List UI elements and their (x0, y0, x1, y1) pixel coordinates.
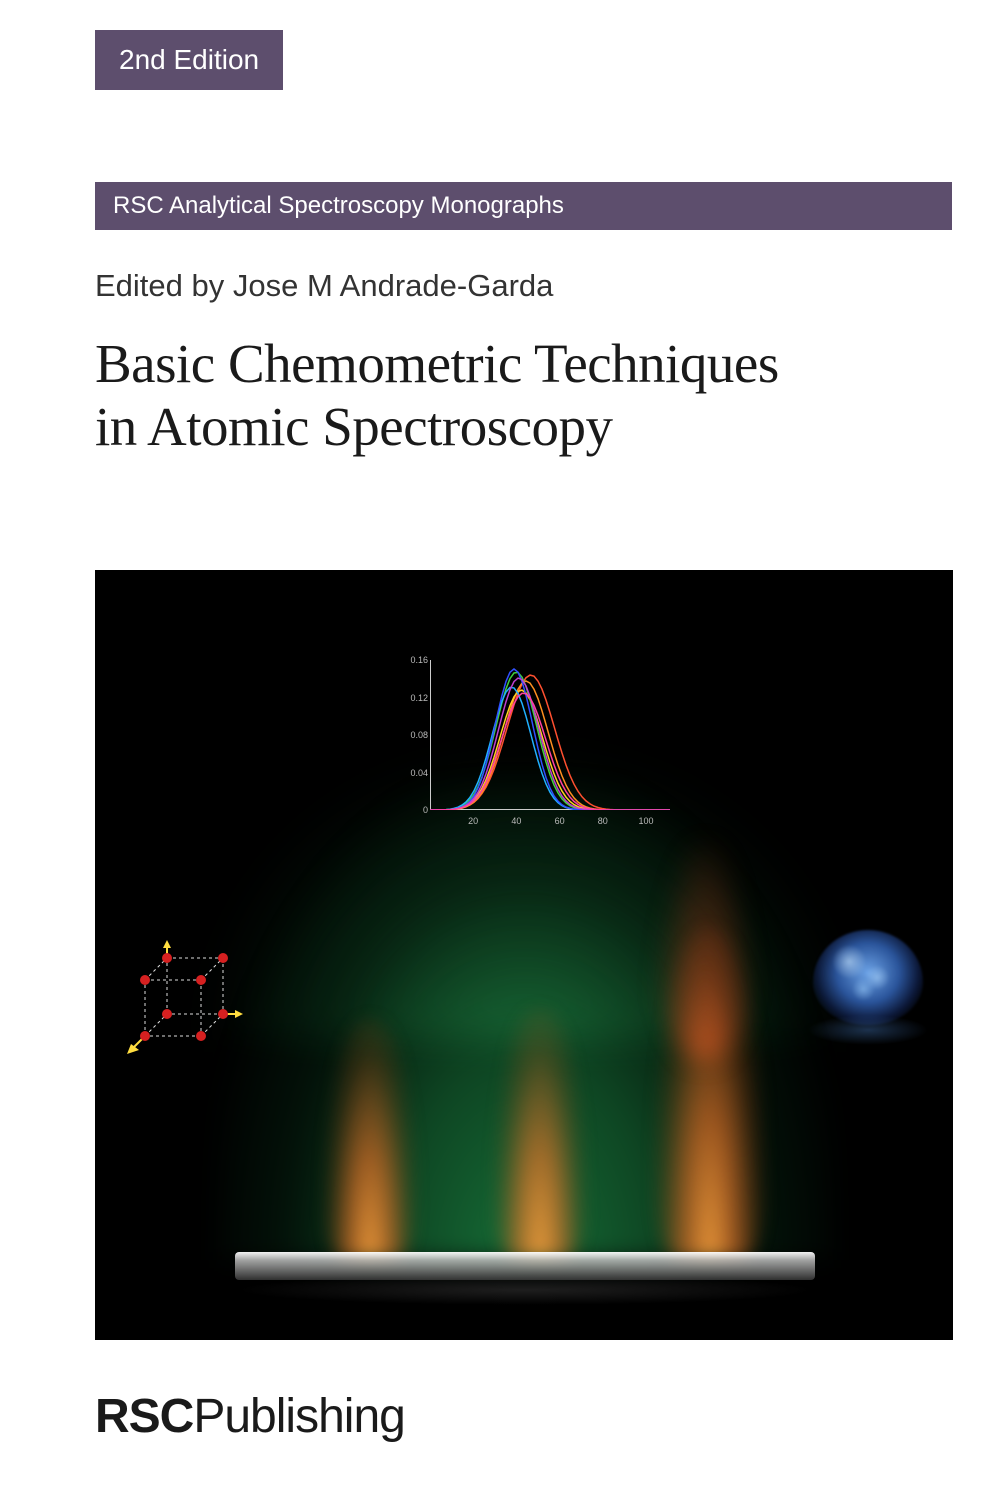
spectral-chart: 00.040.080.120.16 20406080100 (390, 660, 670, 830)
publisher-logo: RSCPublishing (95, 1389, 405, 1444)
chart-ytick: 0.08 (390, 730, 428, 740)
chart-xtick: 40 (511, 816, 521, 826)
cover-image: 0 0.04 0.08 0.12 0.16 20 40 60 80 100 (95, 570, 953, 1340)
spectral-curve (430, 678, 670, 810)
spectral-curve (430, 687, 670, 810)
series-bar: RSC Analytical Spectroscopy Monographs (95, 182, 952, 230)
burner-base (235, 1252, 815, 1280)
edition-badge: 2nd Edition (95, 30, 283, 90)
chart-xtick: 60 (555, 816, 565, 826)
chart-ytick: 0.12 (390, 693, 428, 703)
flame-2 (495, 1008, 585, 1258)
chart-xtick: 80 (598, 816, 608, 826)
chart-ytick: 0 (390, 805, 428, 815)
flame-1 (325, 1018, 415, 1258)
spectral-curve (430, 675, 670, 810)
chart-ytick: 0.04 (390, 768, 428, 778)
editor-line: Edited by Jose M Andrade-Garda (95, 268, 553, 304)
neural-brain-base (808, 1015, 928, 1045)
title-line-2: in Atomic Spectroscopy (95, 396, 613, 457)
title-line-1: Basic Chemometric Techniques (95, 333, 779, 394)
chart-curves (430, 660, 670, 810)
neural-brain-icon (813, 930, 923, 1025)
chart-ytick: 0.16 (390, 655, 428, 665)
book-title: Basic Chemometric Techniques in Atomic S… (95, 332, 779, 459)
crystal-lattice-icon (125, 940, 245, 1060)
flame-3-upper (655, 840, 755, 1060)
chart-xtick: 20 (468, 816, 478, 826)
publisher-bold: RSC (95, 1390, 193, 1443)
chart-xtick: 100 (638, 816, 653, 826)
publisher-light: Publishing (193, 1390, 404, 1443)
